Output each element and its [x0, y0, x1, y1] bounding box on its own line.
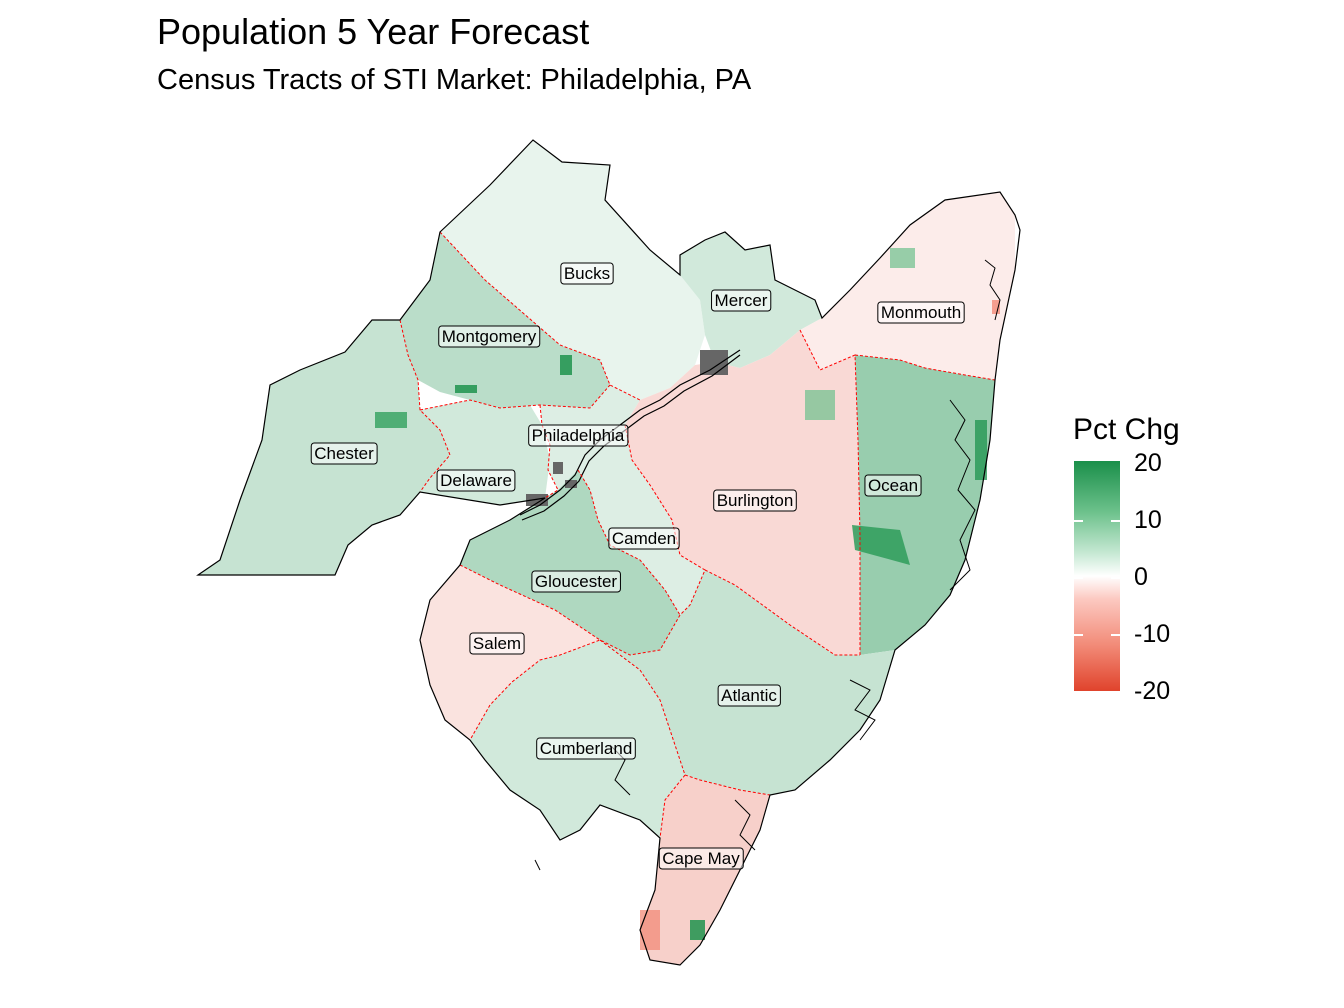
county-label-box — [877, 301, 965, 324]
county-label-text: Delaware — [440, 471, 512, 490]
county-label-text: Cumberland — [540, 739, 633, 758]
county-labels: Bucks Mercer Monmouth Montgomery Philadelphi… — [310, 262, 965, 870]
tract-patch — [375, 412, 407, 428]
county-label-text: Monmouth — [881, 303, 961, 322]
county-border — [599, 639, 686, 839]
county-border — [459, 564, 602, 741]
legend-tick-mark — [1074, 634, 1083, 636]
legend-tick-label: 0 — [1134, 563, 1148, 591]
county-region-monmouth — [800, 192, 1015, 380]
county-label-box — [528, 424, 629, 447]
region-outline — [196, 139, 1021, 966]
county-label-atlantic: Atlantic — [717, 684, 781, 707]
county-label-box — [438, 325, 541, 348]
county-label-box — [531, 570, 621, 593]
legend-tick-mark — [1111, 634, 1120, 636]
tract-patch — [975, 420, 987, 480]
county-region-cape-may — [640, 775, 770, 965]
tract-patch — [852, 525, 910, 565]
tract-patch — [805, 390, 835, 420]
county-border — [799, 329, 861, 655]
county-label-text: Bucks — [564, 264, 610, 283]
county-label-text: Gloucester — [535, 572, 618, 591]
county-label-bucks: Bucks — [560, 262, 614, 285]
legend-tick-mark — [1111, 577, 1120, 579]
county-label-box — [560, 262, 614, 285]
county-label-box — [536, 737, 636, 760]
tract-patch — [560, 355, 572, 375]
county-label-box — [436, 469, 516, 492]
legend-title: Pct Chg — [1073, 413, 1180, 446]
county-border — [399, 319, 451, 493]
county-label-camden: Camden — [608, 527, 680, 550]
legend-tick-label: 20 — [1134, 449, 1162, 477]
missing-data-tract — [553, 462, 563, 474]
county-label-ocean: Ocean — [864, 474, 922, 497]
county-label-cape-may: Cape May — [658, 847, 744, 870]
county-label-burlington: Burlington — [713, 489, 797, 512]
legend-tick-mark — [1074, 520, 1083, 522]
tract-patch — [640, 910, 660, 950]
coastline — [949, 399, 976, 591]
county-label-text: Cape May — [662, 849, 740, 868]
county-label-text: Mercer — [715, 291, 768, 310]
legend-tick-mark — [1111, 520, 1120, 522]
county-label-text: Ocean — [868, 476, 918, 495]
county-border — [854, 354, 996, 381]
legend-tick-label: 10 — [1134, 506, 1162, 534]
county-label-text: Montgomery — [442, 327, 537, 346]
county-region-camden — [578, 425, 705, 615]
county-label-text: Atlantic — [721, 686, 777, 705]
county-label-delaware: Delaware — [436, 469, 516, 492]
legend-tick-label: -10 — [1134, 620, 1171, 648]
county-border — [704, 569, 860, 656]
coastline — [849, 679, 876, 741]
county-label-philadelphia: Philadelphia — [528, 424, 629, 447]
coastline — [534, 859, 541, 871]
county-label-cumberland: Cumberland — [536, 737, 636, 760]
county-label-box — [608, 527, 680, 550]
county-label-monmouth: Monmouth — [877, 301, 965, 324]
county-region-montgomery — [400, 232, 610, 408]
tract-patch — [690, 920, 705, 940]
county-border — [539, 404, 559, 499]
legend-colorbar — [1074, 461, 1120, 691]
chart-subtitle: Census Tracts of STI Market: Philadelphi… — [157, 64, 752, 96]
county-label-salem: Salem — [469, 632, 525, 655]
county-label-montgomery: Montgomery — [438, 325, 541, 348]
tract-patch — [992, 300, 1000, 314]
county-label-box — [717, 684, 781, 707]
coastline — [734, 799, 756, 851]
county-region-ocean — [855, 355, 995, 655]
missing-data-tract — [700, 350, 728, 375]
chart-title: Population 5 Year Forecast — [157, 11, 590, 52]
county-label-box — [711, 289, 772, 312]
tract-patch — [455, 385, 477, 393]
county-label-text: Salem — [473, 634, 521, 653]
county-label-box — [310, 442, 378, 465]
county-border — [439, 231, 641, 401]
county-label-text: Philadelphia — [532, 426, 625, 445]
county-label-text: Chester — [314, 444, 374, 463]
coastline — [984, 259, 1001, 321]
county-label-mercer: Mercer — [711, 289, 772, 312]
county-label-box — [713, 489, 797, 512]
tract-patch — [890, 248, 915, 268]
county-region-gloucester — [460, 470, 680, 655]
county-label-chester: Chester — [310, 442, 378, 465]
county-label-box — [658, 847, 744, 870]
county-label-box — [864, 474, 922, 497]
legend-tick-mark — [1074, 577, 1083, 579]
legend-tick-label: -20 — [1134, 677, 1171, 705]
county-label-box — [469, 632, 525, 655]
county-label-text: Burlington — [717, 491, 794, 510]
county-border — [419, 384, 611, 411]
coastline-detail — [534, 259, 1001, 871]
tract-highlights — [375, 248, 1000, 950]
missing-data-tract — [565, 480, 577, 488]
county-border — [684, 774, 771, 796]
county-label-text: Camden — [612, 529, 676, 548]
county-label-gloucester: Gloucester — [531, 570, 621, 593]
